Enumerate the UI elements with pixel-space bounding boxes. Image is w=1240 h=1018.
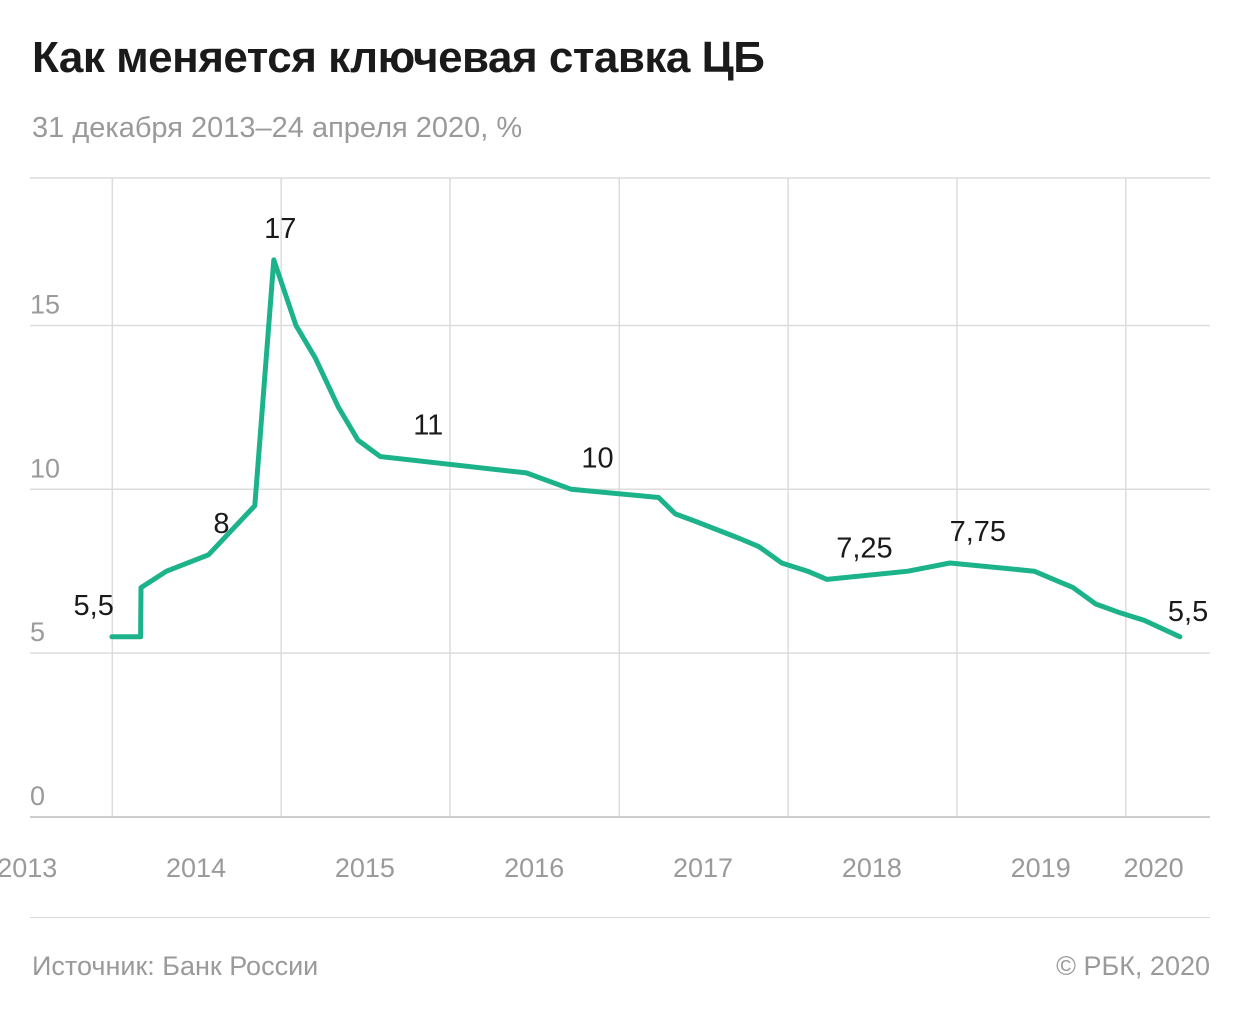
x-tick-label: 2020 [1124,853,1184,883]
x-tick-label: 2014 [166,853,226,883]
y-tick-label: 0 [30,781,45,811]
y-tick-label: 15 [30,289,60,319]
x-tick-label: 2019 [1011,853,1071,883]
data-label: 17 [264,213,296,245]
x-tick-label: 2017 [673,853,733,883]
data-label: 10 [581,442,613,474]
grid [30,177,1210,817]
chart-subtitle: 31 декабря 2013–24 апреля 2020, % [32,112,523,144]
copyright-note: © РБК, 2020 [1056,951,1210,981]
x-tick-label: 2016 [504,853,564,883]
y-tick-label: 10 [30,453,60,483]
series [109,257,1183,640]
data-label: 11 [413,410,443,442]
data-labels: 5,5 8 17 11 10 7,25 7,75 5,5 [74,213,1209,628]
x-tick-label: 2015 [335,853,395,883]
data-label: 7,25 [836,532,892,564]
axes: 0 5 10 15 2013 2014 2015 2016 2017 2018 2019 2020 [0,289,1210,883]
data-label: 5,5 [74,590,114,622]
y-tick-label: 5 [30,617,45,647]
data-label: 8 [213,508,229,540]
footer-divider [30,917,1210,918]
source-note: Источник: Банк России [32,951,319,981]
key-rate-series-line [109,257,1183,640]
x-tick-label: 2013 [0,853,57,883]
data-label: 7,75 [950,516,1006,548]
chart-title: Как меняется ключевая ставка ЦБ [32,33,765,82]
data-label: 5,5 [1168,596,1208,628]
x-tick-label: 2018 [842,853,902,883]
